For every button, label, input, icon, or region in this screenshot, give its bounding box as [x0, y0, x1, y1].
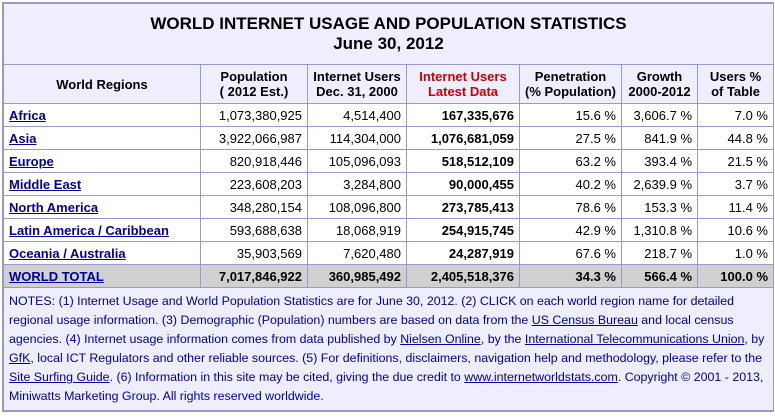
cell-growth: 3,606.7 %	[621, 103, 698, 127]
region-link[interactable]: Middle East	[9, 176, 82, 192]
cell-users-latest: 273,785,413	[406, 195, 520, 219]
notes-text-6: . (6) Information in this site may be ci…	[109, 370, 465, 384]
notes-block: NOTES: (1) Internet Usage and World Popu…	[3, 287, 774, 411]
total-penetration: 34.3 %	[519, 264, 622, 288]
cell-penetration: 42.9 %	[519, 218, 622, 242]
cell-users-2000: 114,304,000	[307, 126, 407, 150]
cell-users-latest: 167,335,676	[406, 103, 520, 127]
cell-users-pct: 21.5 %	[697, 149, 774, 173]
cell-growth: 1,310.8 %	[621, 218, 698, 242]
header-penetration: Penetration (% Population)	[519, 64, 622, 104]
cell-users-latest: 90,000,455	[406, 172, 520, 196]
cell-users-pct: 3.7 %	[697, 172, 774, 196]
total-row: WORLD TOTAL 7,017,846,922 360,985,492 2,…	[3, 264, 774, 288]
header-region: World Regions	[3, 64, 201, 104]
us-census-link[interactable]: US Census Bureau	[531, 313, 638, 327]
region-cell: North America	[3, 195, 201, 219]
cell-growth: 2,639.9 %	[621, 172, 698, 196]
header-users-latest: Internet Users Latest Data	[406, 64, 520, 104]
total-region-cell: WORLD TOTAL	[3, 264, 201, 288]
cell-users-2000: 105,096,093	[307, 149, 407, 173]
cell-users-pct: 7.0 %	[697, 103, 774, 127]
region-link[interactable]: North America	[9, 199, 99, 215]
header-users-pct: Users % of Table	[697, 64, 774, 104]
cell-population: 593,688,638	[200, 218, 308, 242]
total-growth: 566.4 %	[621, 264, 698, 288]
cell-population: 820,918,446	[200, 149, 308, 173]
region-link[interactable]: Africa	[9, 107, 46, 123]
cell-penetration: 27.5 %	[519, 126, 622, 150]
cell-users-2000: 108,096,800	[307, 195, 407, 219]
region-cell: Latin America / Caribbean	[3, 218, 201, 242]
region-link[interactable]: Oceania / Australia	[9, 245, 126, 261]
cell-penetration: 15.6 %	[519, 103, 622, 127]
table-row: Oceania / Australia 35,903,569 7,620,480 24…	[3, 241, 774, 265]
notes-text-4: , by	[744, 332, 765, 346]
cell-penetration: 40.2 %	[519, 172, 622, 196]
cell-users-pct: 44.8 %	[697, 126, 774, 150]
cell-users-latest: 518,512,109	[406, 149, 520, 173]
cell-users-pct: 10.6 %	[697, 218, 774, 242]
cell-users-pct: 11.4 %	[697, 195, 774, 219]
table-row: Europe 820,918,446 105,096,093 518,512,109 6…	[3, 149, 774, 173]
header-growth: Growth 2000-2012	[621, 64, 698, 104]
region-link[interactable]: Asia	[9, 130, 37, 146]
region-link[interactable]: Latin America / Caribbean	[9, 222, 169, 238]
cell-population: 223,608,203	[200, 172, 308, 196]
site-url-link[interactable]: www.internetworldstats.com	[464, 370, 618, 384]
region-link[interactable]: Europe	[9, 153, 54, 169]
notes-text-3: , by the	[480, 332, 525, 346]
itu-link[interactable]: International Telecommunications Union	[524, 332, 745, 346]
total-population: 7,017,846,922	[200, 264, 308, 288]
table-row: Latin America / Caribbean 593,688,638 18,0…	[3, 218, 774, 242]
header-population: Population ( 2012 Est.)	[200, 64, 308, 104]
table-row: Middle East 223,608,203 3,284,800 90,000,45…	[3, 172, 774, 196]
region-cell: Europe	[3, 149, 201, 173]
region-cell: Oceania / Australia	[3, 241, 201, 265]
header-users-2000: Internet Users Dec. 31, 2000	[307, 64, 407, 104]
cell-growth: 153.3 %	[621, 195, 698, 219]
cell-growth: 393.4 %	[621, 149, 698, 173]
cell-population: 35,903,569	[200, 241, 308, 265]
title-line-1: WORLD INTERNET USAGE AND POPULATION STAT…	[150, 14, 627, 33]
table-row: Africa 1,073,380,925 4,514,400 167,335,676 1…	[3, 103, 774, 127]
cell-penetration: 63.2 %	[519, 149, 622, 173]
stats-table-container: WORLD INTERNET USAGE AND POPULATION STAT…	[2, 2, 774, 412]
site-surfing-guide-link[interactable]: Site Surfing Guide	[9, 370, 110, 384]
total-users-pct: 100.0 %	[697, 264, 774, 288]
total-users-2000: 360,985,492	[307, 264, 407, 288]
cell-users-latest: 1,076,681,059	[406, 126, 520, 150]
table-row: Asia 3,922,066,987 114,304,000 1,076,681,05…	[3, 126, 774, 150]
cell-users-latest: 24,287,919	[406, 241, 520, 265]
title-line-2: June 30, 2012	[333, 34, 444, 53]
header-row: World Regions Population ( 2012 Est.) In…	[3, 64, 774, 104]
region-cell: Africa	[3, 103, 201, 127]
total-users-latest: 2,405,518,376	[406, 264, 520, 288]
cell-users-latest: 254,915,745	[406, 218, 520, 242]
cell-population: 348,280,154	[200, 195, 308, 219]
cell-users-pct: 1.0 %	[697, 241, 774, 265]
table-row: North America 348,280,154 108,096,800 273,7…	[3, 195, 774, 219]
stats-table: WORLD INTERNET USAGE AND POPULATION STAT…	[3, 3, 774, 411]
total-region-link[interactable]: WORLD TOTAL	[9, 268, 104, 284]
cell-population: 3,922,066,987	[200, 126, 308, 150]
cell-users-2000: 18,068,919	[307, 218, 407, 242]
gfk-link[interactable]: GfK	[9, 351, 31, 365]
cell-users-2000: 3,284,800	[307, 172, 407, 196]
notes-text-7: . Copyright © 2001 - 2013, Miniwatts Mar…	[9, 370, 764, 403]
cell-penetration: 78.6 %	[519, 195, 622, 219]
cell-growth: 218.7 %	[621, 241, 698, 265]
cell-users-2000: 7,620,480	[307, 241, 407, 265]
cell-users-2000: 4,514,400	[307, 103, 407, 127]
cell-growth: 841.9 %	[621, 126, 698, 150]
cell-population: 1,073,380,925	[200, 103, 308, 127]
notes-text-5: , local ICT Regulators and other reliabl…	[30, 351, 763, 365]
table-title: WORLD INTERNET USAGE AND POPULATION STAT…	[3, 3, 774, 65]
region-cell: Middle East	[3, 172, 201, 196]
cell-penetration: 67.6 %	[519, 241, 622, 265]
notes-text-2: and local census agencies. (4) Internet …	[9, 313, 734, 346]
nielsen-link[interactable]: Nielsen Online	[400, 332, 481, 346]
region-cell: Asia	[3, 126, 201, 150]
notes-text-1: NOTES: (1) Internet Usage and World Popu…	[9, 294, 735, 327]
